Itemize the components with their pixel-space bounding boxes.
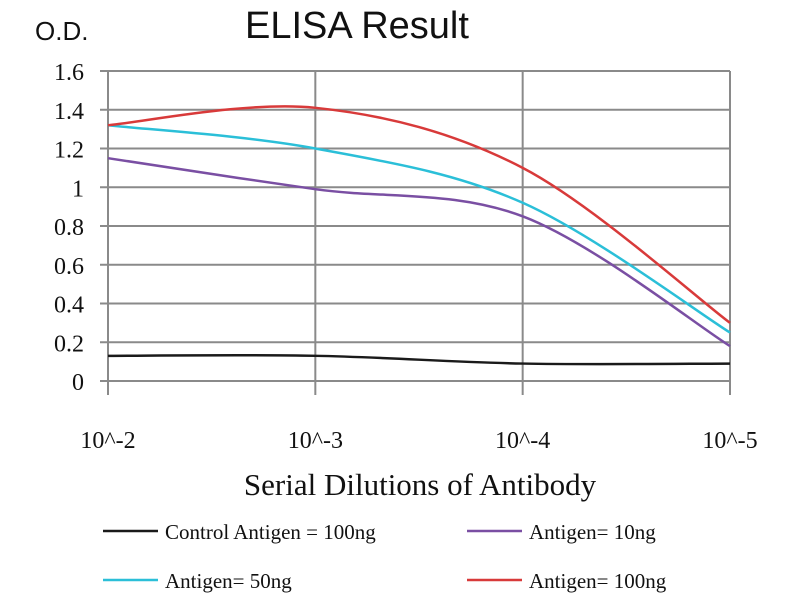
y-tick-label: 1.2 xyxy=(54,138,84,164)
y-tick-label: 0.6 xyxy=(54,254,84,280)
series-line xyxy=(107,105,731,324)
y-tick-label: 0 xyxy=(72,370,84,396)
legend-item: Antigen= 50ng xyxy=(103,569,292,593)
y-tick-label: 1.6 xyxy=(54,60,84,86)
x-tick-label: 10^-4 xyxy=(495,428,550,454)
series-lines xyxy=(107,105,731,366)
legend: Control Antigen = 100ng Antigen= 10ng Anti… xyxy=(103,520,667,593)
chart-title: ELISA Result xyxy=(245,5,469,47)
legend-item: Control Antigen = 100ng xyxy=(103,520,376,544)
y-tick-labels: 0 0.2 0.4 0.6 0.8 1 1.2 1.4 1.6 xyxy=(54,60,84,396)
y-tick-label: 1 xyxy=(72,176,84,202)
legend-label: Antigen= 50ng xyxy=(165,569,292,593)
x-tick-label: 10^-5 xyxy=(702,428,757,454)
y-tick-label: 0.2 xyxy=(54,331,84,357)
legend-item: Antigen= 100ng xyxy=(467,569,667,593)
y-tick-label: 0.8 xyxy=(54,215,84,241)
grid xyxy=(100,70,731,395)
y-tick-label: 1.4 xyxy=(54,99,84,125)
x-axis-label: Serial Dilutions of Antibody xyxy=(244,467,597,502)
legend-label: Antigen= 100ng xyxy=(529,569,667,593)
series-line xyxy=(107,353,731,366)
series-line xyxy=(107,156,731,348)
series-line xyxy=(107,124,731,334)
x-tick-label: 10^-2 xyxy=(80,428,135,454)
x-tick-labels: 10^-2 10^-3 10^-4 10^-5 xyxy=(80,428,757,454)
legend-item: Antigen= 10ng xyxy=(467,520,656,544)
y-axis-label: O.D. xyxy=(35,16,88,46)
legend-label: Antigen= 10ng xyxy=(529,520,656,544)
x-tick-label: 10^-3 xyxy=(288,428,343,454)
y-tick-label: 0.4 xyxy=(54,293,84,319)
legend-label: Control Antigen = 100ng xyxy=(165,520,376,544)
